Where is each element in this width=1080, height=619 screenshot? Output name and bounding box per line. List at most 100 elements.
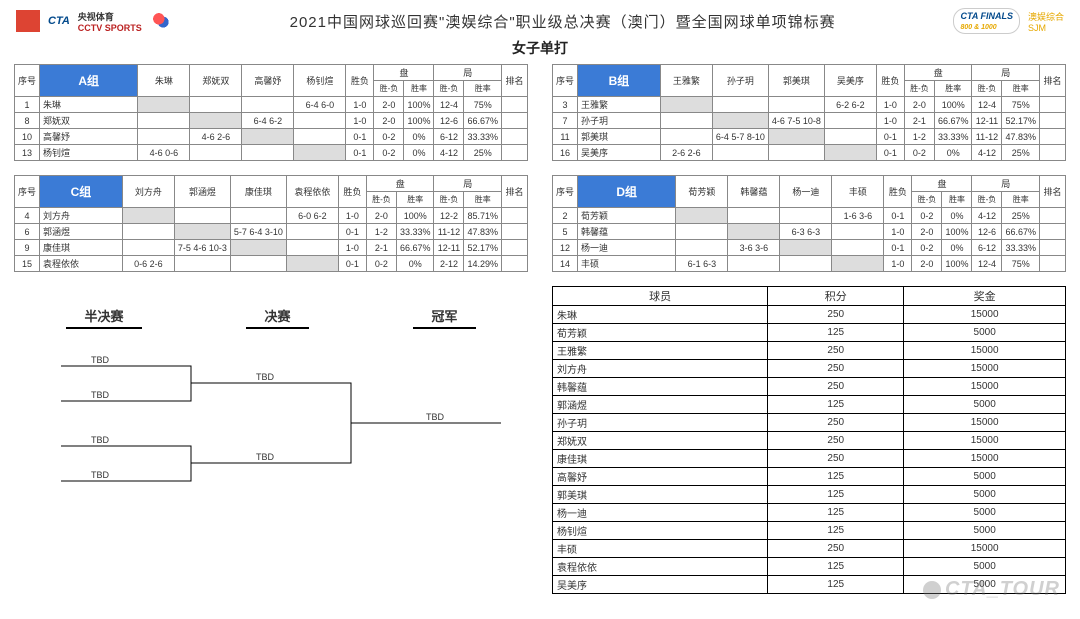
finals-logo: CTA FINALS 800 & 1000	[953, 8, 1020, 34]
cta-logo-icon: CTA	[48, 15, 70, 27]
group-table-c: 序号 C组刘方舟郭涵煜康佳琪袁程依依胜负 盘 局 排名 胜-负胜率 胜-负胜率 …	[14, 175, 528, 272]
group-row: 4刘方舟6-0 6-21-02-0100%12-285.71%	[15, 208, 528, 224]
rank-prize: 15000	[904, 378, 1066, 396]
rank-points: 125	[768, 558, 904, 576]
rank-prize: 15000	[904, 450, 1066, 468]
ranking-row: 杨钊煊 125 5000	[553, 522, 1066, 540]
ranking-row: 朱琳 250 15000	[553, 306, 1066, 324]
rank-player: 康佳琪	[553, 450, 768, 468]
groups-row-1: 序号 A组朱琳郑妩双高馨妤杨钊煊胜负 盘 局 排名 胜-负胜率 胜-负胜率 1朱…	[0, 64, 1080, 161]
group-table-d: 序号 D组荀芳颖韩馨蕴杨一迪丰硕胜负 盘 局 排名 胜-负胜率 胜-负胜率 2荀…	[552, 175, 1066, 272]
group-row: 7孙子玥4-6 7-5 10-81-02-166.67%12-1152.17%	[553, 113, 1066, 129]
ranking-row: 刘方舟 250 15000	[553, 360, 1066, 378]
cctv-logo: 央视体育 CCTV SPORTS	[78, 10, 142, 33]
rank-prize: 5000	[904, 504, 1066, 522]
group-row: 15袁程依依0-6 2-60-10-20%2-1214.29%	[15, 256, 528, 272]
group-row: 13杨钊煊4-6 0-60-10-20%4-1225%	[15, 145, 528, 161]
rank-player: 郭涵煜	[553, 396, 768, 414]
group-row: 2荀芳颖1-6 3-60-10-20%4-1225%	[553, 208, 1066, 224]
rank-points: 250	[768, 378, 904, 396]
sjm-cn: 澳娱综合	[1028, 12, 1064, 22]
rank-prize: 5000	[904, 396, 1066, 414]
group-row: 5韩馨蕴6-3 6-31-02-0100%12-666.67%	[553, 224, 1066, 240]
ranking-row: 王雅繁 250 15000	[553, 342, 1066, 360]
hdr-semifinal: 半决赛	[66, 306, 141, 329]
rank-points: 250	[768, 432, 904, 450]
ranking-row: 丰硕 250 15000	[553, 540, 1066, 558]
rank-points: 250	[768, 306, 904, 324]
group-row: 6郭涵煜5-7 6-4 3-100-11-233.33%11-1247.83%	[15, 224, 528, 240]
sf-slot-1: TBD	[91, 355, 110, 365]
ranking-row: 高馨妤 125 5000	[553, 468, 1066, 486]
lower-section: 半决赛 决赛 冠军 TBD TBD TBD TBD TBD TBD TBD	[0, 286, 1080, 594]
sf-slot-4: TBD	[91, 470, 110, 480]
ranking-row: 杨一迪 125 5000	[553, 504, 1066, 522]
rank-prize: 15000	[904, 432, 1066, 450]
hdr-player: 球员	[553, 287, 768, 306]
rank-points: 250	[768, 360, 904, 378]
group-row: 12杨一迪3-6 3-60-10-20%6-1233.33%	[553, 240, 1066, 256]
sjm-en: SJM	[1028, 23, 1046, 33]
rank-player: 袁程依依	[553, 558, 768, 576]
rank-points: 125	[768, 468, 904, 486]
group-row: 11郭美琪6-4 5-7 8-100-11-233.33%11-1247.83%	[553, 129, 1066, 145]
rank-points: 125	[768, 486, 904, 504]
group-row: 8郑妩双6-4 6-21-02-0100%12-666.67%	[15, 113, 528, 129]
final-slot-1: TBD	[256, 372, 275, 382]
rank-player: 杨钊煊	[553, 522, 768, 540]
rank-player: 朱琳	[553, 306, 768, 324]
rank-prize: 15000	[904, 540, 1066, 558]
rank-prize: 15000	[904, 306, 1066, 324]
rank-points: 125	[768, 522, 904, 540]
sf-slot-3: TBD	[91, 435, 110, 445]
champion-slot: TBD	[426, 412, 445, 422]
finals-logo-sub: 800 & 1000	[960, 24, 996, 31]
hdr-prize: 奖金	[904, 287, 1066, 306]
ranking-zone: 球员 积分 奖金 朱琳 250 15000 荀芳颖 125 5000 王雅繁 2…	[552, 286, 1066, 594]
cctv-en: CCTV SPORTS	[78, 23, 142, 33]
rank-player: 王雅繁	[553, 342, 768, 360]
rank-player: 韩馨蕴	[553, 378, 768, 396]
group-row: 9康佳琪7-5 4-6 10-31-02-166.67%12-1152.17%	[15, 240, 528, 256]
wechat-icon	[923, 581, 941, 599]
rank-player: 郑妩双	[553, 432, 768, 450]
sjm-logo: 澳娱综合 SJM	[1028, 10, 1064, 33]
group-row: 10高馨妤4-6 2-60-10-20%6-1233.33%	[15, 129, 528, 145]
rank-prize: 5000	[904, 486, 1066, 504]
rank-points: 125	[768, 504, 904, 522]
rank-player: 孙子玥	[553, 414, 768, 432]
ranking-header-row: 球员 积分 奖金	[553, 287, 1066, 306]
federation-logo-icon	[16, 10, 40, 32]
watermark-text: CTA_TOUR	[945, 578, 1060, 600]
hdr-final: 决赛	[246, 306, 308, 329]
ranking-row: 袁程依依 125 5000	[553, 558, 1066, 576]
ranking-row: 康佳琪 250 15000	[553, 450, 1066, 468]
rank-points: 125	[768, 576, 904, 594]
rank-points: 250	[768, 540, 904, 558]
bracket-zone: 半决赛 决赛 冠军 TBD TBD TBD TBD TBD TBD TBD	[14, 286, 528, 524]
hdr-points: 积分	[768, 287, 904, 306]
event-subtitle: 女子单打	[0, 38, 1080, 58]
rank-player: 吴美序	[553, 576, 768, 594]
logos-left: CTA 央视体育 CCTV SPORTS	[16, 10, 172, 33]
group-row: 14丰硕6-1 6-31-02-0100%12-475%	[553, 256, 1066, 272]
rank-points: 125	[768, 396, 904, 414]
page-title: 2021中国网球巡回赛"澳娱综合"职业级总决赛（澳门）暨全国网球单项锦标赛	[182, 11, 944, 32]
group-row: 1朱琳6-4 6-01-02-0100%12-475%	[15, 97, 528, 113]
ranking-row: 郭涵煜 125 5000	[553, 396, 1066, 414]
rank-points: 250	[768, 342, 904, 360]
group-table-a: 序号 A组朱琳郑妩双高馨妤杨钊煊胜负 盘 局 排名 胜-负胜率 胜-负胜率 1朱…	[14, 64, 528, 161]
rank-player: 刘方舟	[553, 360, 768, 378]
ranking-row: 荀芳颖 125 5000	[553, 324, 1066, 342]
cctv-cn: 央视体育	[78, 10, 142, 23]
rank-prize: 15000	[904, 342, 1066, 360]
rank-prize: 15000	[904, 360, 1066, 378]
final-slot-2: TBD	[256, 452, 275, 462]
rank-player: 丰硕	[553, 540, 768, 558]
ranking-body: 朱琳 250 15000 荀芳颖 125 5000 王雅繁 250 15000 …	[553, 306, 1066, 594]
rank-prize: 5000	[904, 522, 1066, 540]
ranking-row: 郭美琪 125 5000	[553, 486, 1066, 504]
finals-logo-text: CTA FINALS	[960, 11, 1013, 21]
rank-points: 125	[768, 324, 904, 342]
rank-points: 250	[768, 450, 904, 468]
